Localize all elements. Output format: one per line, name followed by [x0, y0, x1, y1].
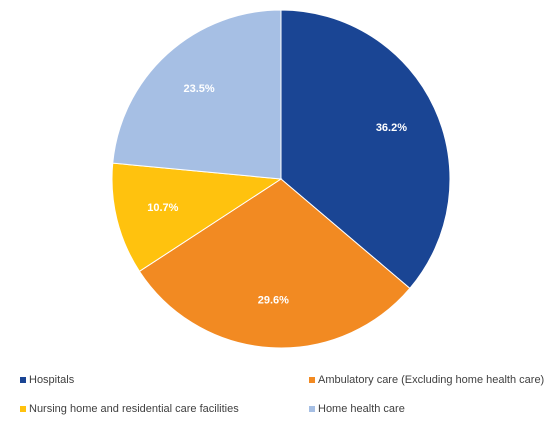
data-label-nursing-home-and-residential-care-facilities: 10.7%: [147, 202, 178, 214]
legend-item-ambulatory-care: Ambulatory care (Excluding home health c…: [309, 374, 544, 386]
data-label-home-health-care: 23.5%: [184, 83, 215, 95]
legend-item-home-health-care: Home health care: [309, 403, 405, 415]
legend-swatch-ambulatory-care: [309, 377, 315, 383]
legend-swatch-home-health-care: [309, 406, 315, 412]
pie-slice-hospitals: [280, 9, 451, 290]
pie-slice-home-health-care: [112, 9, 282, 180]
legend-label-nursing-home: Nursing home and residential care facili…: [29, 403, 239, 415]
pie-data-labels: 36.2% 29.6% 10.7% 23.5%: [147, 83, 407, 306]
data-label-hospitals: 36.2%: [376, 122, 407, 134]
chart-legend: Hospitals Ambulatory care (Excluding hom…: [0, 368, 556, 428]
pie-slices: [111, 9, 451, 349]
legend-label-hospitals: Hospitals: [29, 374, 75, 386]
legend-label-ambulatory-care: Ambulatory care (Excluding home health c…: [318, 374, 545, 386]
legend-label-home-health-care: Home health care: [318, 403, 405, 415]
pie-slice-ambulatory-care-excluding-home-health-care: [138, 178, 411, 349]
data-label-ambulatory-care-excluding-home-health-care: 29.6%: [258, 294, 289, 306]
legend-item-hospitals: Hospitals: [20, 374, 74, 386]
pie-slice-nursing-home-and-residential-care-facilities: [111, 162, 283, 273]
legend-swatch-nursing-home: [20, 406, 26, 412]
pie-chart: 36.2% 29.6% 10.7% 23.5%: [111, 9, 451, 349]
legend-item-nursing-home: Nursing home and residential care facili…: [20, 403, 239, 415]
legend-swatch-hospitals: [20, 377, 26, 383]
